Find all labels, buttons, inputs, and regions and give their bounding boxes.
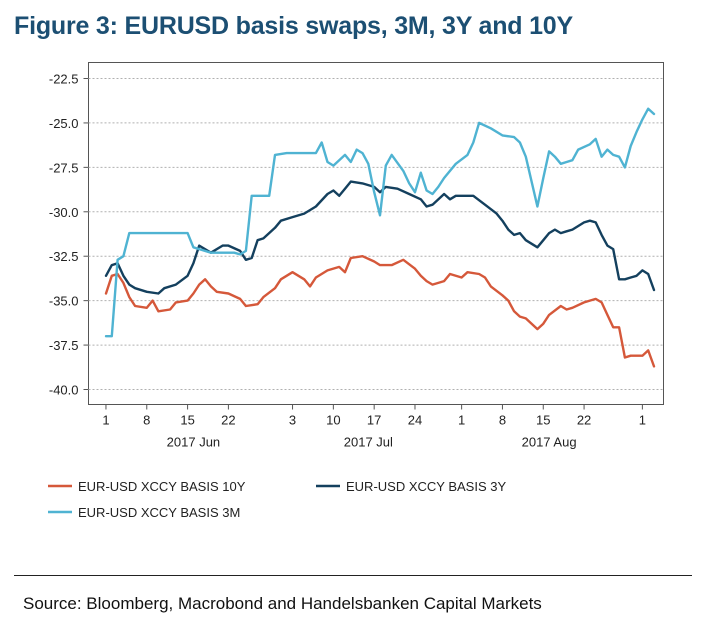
y-tick-label: -35.0 bbox=[49, 294, 79, 309]
chart-container: -22.5 -25.0 -27.5 -30.0 -32.5 -35.0 -37.5 -40.0… bbox=[14, 58, 692, 538]
legend: EUR-USD XCCY BASIS 10Y EUR-USD XCCY BASIS… bbox=[48, 479, 506, 520]
y-axis: -22.5 -25.0 -27.5 -30.0 -32.5 -35.0 -37.5 -40.0 bbox=[49, 72, 89, 398]
x-tick-label: 1 bbox=[102, 413, 109, 428]
y-tick-label: -27.5 bbox=[49, 160, 79, 175]
x-axis: 1 8 15 22 3 10 17 24 1 8 15 22 1 2017 Jun 2017 Jul 2017… bbox=[102, 404, 646, 450]
x-tick-label: 3 bbox=[289, 413, 296, 428]
chart-title: Figure 3: EURUSD basis swaps, 3M, 3Y and… bbox=[14, 12, 573, 40]
x-month-label: 2017 Aug bbox=[522, 435, 577, 450]
y-tick-label: -37.5 bbox=[49, 338, 79, 353]
x-tick-label: 8 bbox=[143, 413, 150, 428]
series-line-1 bbox=[104, 255, 656, 368]
x-tick-label: 22 bbox=[577, 413, 591, 428]
x-tick-label: 1 bbox=[458, 413, 465, 428]
x-tick-label: 17 bbox=[367, 413, 381, 428]
divider-line bbox=[14, 575, 692, 576]
y-tick-label: -32.5 bbox=[49, 249, 79, 264]
x-tick-label: 15 bbox=[536, 413, 550, 428]
x-tick-label: 15 bbox=[180, 413, 194, 428]
chart-svg: -22.5 -25.0 -27.5 -30.0 -32.5 -35.0 -37.5 -40.0… bbox=[48, 62, 664, 520]
y-tick-label: -30.0 bbox=[49, 205, 79, 220]
x-tick-label: 8 bbox=[499, 413, 506, 428]
x-month-label: 2017 Jul bbox=[344, 435, 393, 450]
legend-label: EUR-USD XCCY BASIS 3M bbox=[78, 505, 240, 520]
y-tick-label: -40.0 bbox=[49, 383, 79, 398]
x-month-label: 2017 Jun bbox=[167, 435, 221, 450]
legend-label: EUR-USD XCCY BASIS 3Y bbox=[346, 479, 506, 494]
source-note: Source: Bloomberg, Macrobond and Handels… bbox=[23, 594, 542, 613]
x-tick-label: 1 bbox=[639, 413, 646, 428]
series-lines bbox=[104, 107, 656, 368]
x-tick-label: 10 bbox=[326, 413, 340, 428]
series-line-3 bbox=[104, 107, 656, 338]
y-tick-label: -22.5 bbox=[49, 72, 79, 87]
x-tick-label: 22 bbox=[221, 413, 235, 428]
y-tick-label: -25.0 bbox=[49, 116, 79, 131]
legend-label: EUR-USD XCCY BASIS 10Y bbox=[78, 479, 246, 494]
x-tick-label: 24 bbox=[408, 413, 422, 428]
